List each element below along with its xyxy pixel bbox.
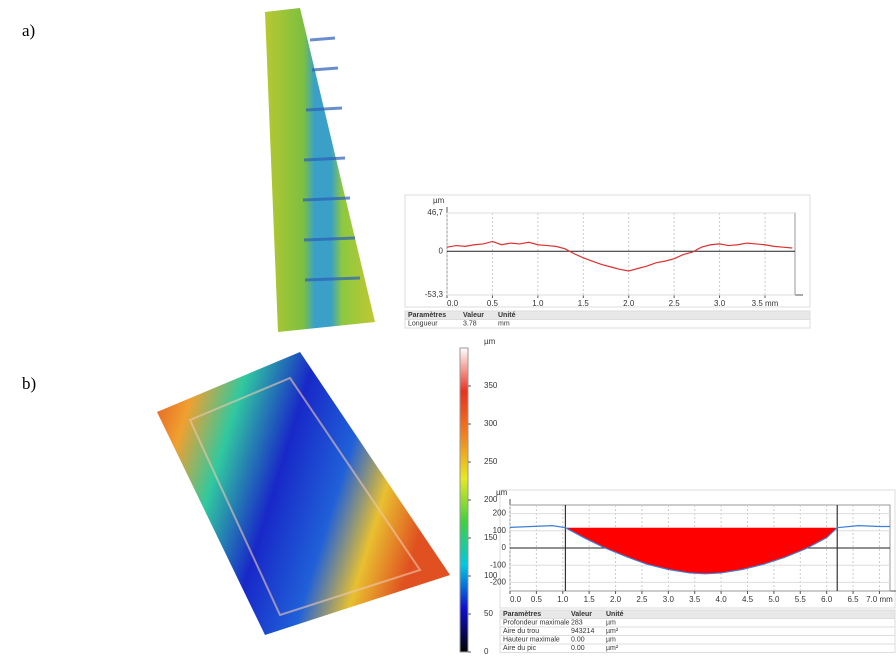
x-tick-label: 4.0	[716, 595, 728, 604]
table-header: Unité	[606, 611, 624, 618]
y-tick-label: -100	[490, 560, 507, 569]
table-cell: Aire du pic	[503, 645, 537, 652]
x-tick-label: 1.5	[584, 595, 596, 604]
y-axis-label: µm	[433, 196, 445, 205]
colorbar-tick-label: 350	[484, 381, 498, 390]
x-tick-label: 0.0	[510, 595, 522, 604]
y-tick-label: 200	[493, 509, 507, 518]
x-tick-label: 3.0	[714, 299, 726, 308]
colorbar-tick-label: 50	[484, 609, 493, 618]
table-header: Unité	[498, 312, 516, 319]
x-tick-label: 0.0	[447, 299, 459, 308]
colorbar-tick-label: 300	[484, 419, 498, 428]
colorbar-tick-label: 100	[484, 571, 498, 580]
table-row	[500, 627, 895, 636]
colorbar-tick-label: 0	[484, 647, 489, 656]
x-tick-label: 4.5	[742, 595, 754, 604]
y-axis-label: µm	[496, 488, 508, 497]
table-header: Paramètres	[408, 312, 446, 319]
colorbar-tick-label: 200	[484, 495, 498, 504]
table-cell: Aire du trou	[503, 628, 539, 635]
table-row	[500, 610, 895, 619]
panel-label: b)	[22, 374, 36, 393]
table-cell: 3.78	[463, 321, 477, 328]
panel-label: a)	[22, 21, 35, 40]
x-tick-label: 2.5	[636, 595, 648, 604]
y-tick-label: 0	[439, 246, 444, 255]
x-tick-label: 1.0	[557, 595, 569, 604]
table-cell: 943214	[571, 628, 594, 635]
table-cell: Profondeur maximale	[503, 620, 570, 627]
x-tick-label: 1.0	[532, 299, 544, 308]
table-cell: 283	[571, 620, 583, 627]
table-cell: µm	[606, 620, 616, 627]
x-tick-label: 7.0 mm	[866, 595, 893, 604]
x-tick-label: 3.0	[663, 595, 675, 604]
table-header: Valeur	[463, 312, 484, 319]
x-tick-label: 2.0	[623, 299, 635, 308]
table-header: Paramètres	[503, 611, 541, 618]
table-cell: Longueur	[408, 321, 438, 328]
y-tick-label: 46,7	[427, 208, 443, 217]
table-cell: µm	[606, 637, 616, 644]
x-tick-label: 3.5	[689, 595, 701, 604]
x-tick-label: 1.5	[578, 299, 590, 308]
x-tick-label: 0.5	[531, 595, 543, 604]
table-cell: 0.00	[571, 637, 585, 644]
y-tick-label: -53,3	[425, 290, 444, 299]
table-row	[500, 644, 895, 653]
y-tick-label: 0	[502, 543, 507, 552]
x-tick-label: 3.5 mm	[752, 299, 779, 308]
table-cell: µm²	[606, 645, 619, 652]
table-cell: 0.00	[571, 645, 585, 652]
x-tick-label: 5.5	[795, 595, 807, 604]
figure: a) b) µm 0.0 0.5 1.0 1.5 2.0 2.5 3.0 3.5 mm 46,7 0…	[0, 0, 896, 662]
x-tick-label: 0.5	[487, 299, 499, 308]
x-tick-label: 6.5	[847, 595, 859, 604]
x-tick-label: 6.0	[821, 595, 833, 604]
x-tick-label: 2.0	[610, 595, 622, 604]
table-header: Valeur	[571, 611, 592, 618]
table-cell: Hauteur maximale	[503, 637, 560, 644]
x-tick-label: 5.0	[768, 595, 780, 604]
x-tick-label: 2.5	[669, 299, 681, 308]
colorbar-label: µm	[484, 337, 496, 346]
table-cell: mm	[498, 321, 510, 328]
colorbar-tick-label: 150	[484, 533, 498, 542]
surface-3d-a	[265, 8, 375, 332]
colorbar-tick-label: 250	[484, 457, 498, 466]
colorbar	[460, 348, 468, 652]
table-cell: µm²	[606, 628, 619, 635]
surface-3d-b	[157, 352, 450, 635]
